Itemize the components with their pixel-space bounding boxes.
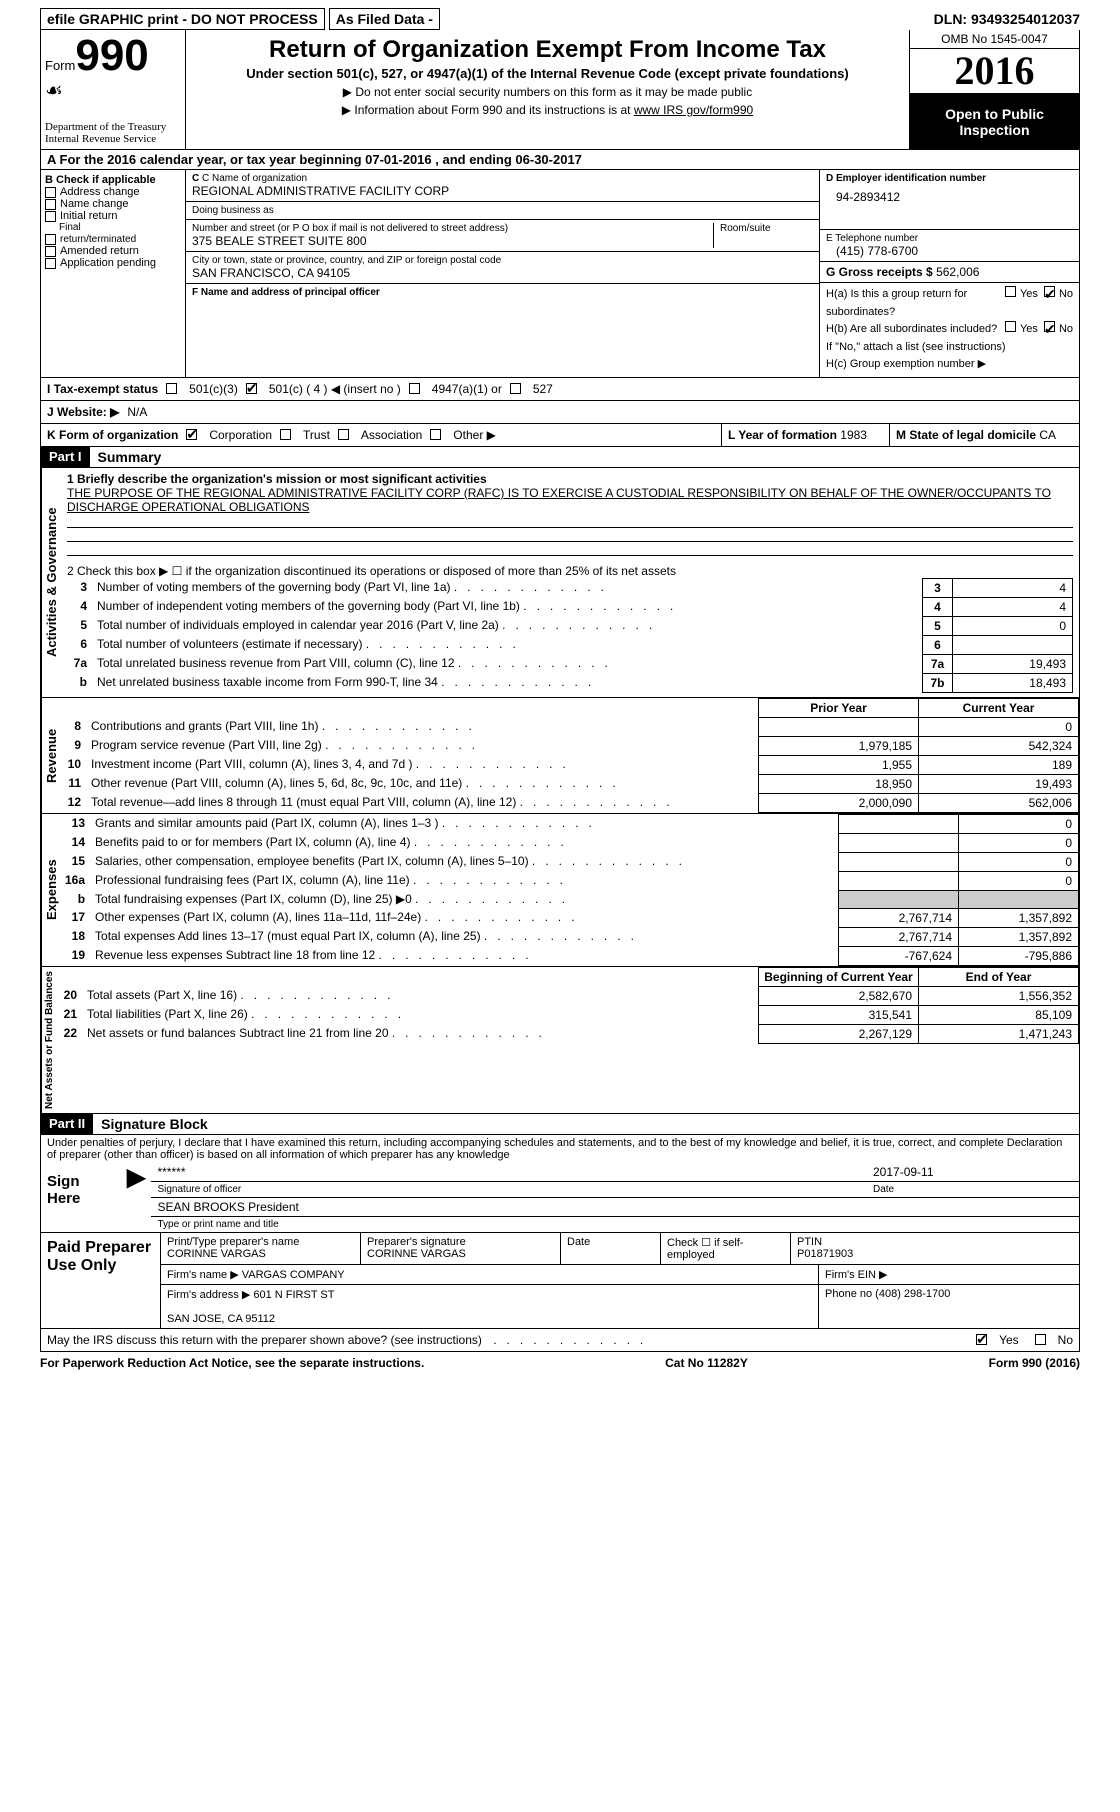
checkbox-initial[interactable] (45, 211, 56, 222)
discuss-yes[interactable] (976, 1334, 987, 1345)
box-c: C C Name of organization REGIONAL ADMINI… (186, 170, 819, 377)
irs-link[interactable]: www IRS gov/form990 (634, 103, 753, 117)
part1-na: Net Assets or Fund Balances Beginning of… (40, 967, 1080, 1114)
discuss-no[interactable] (1035, 1334, 1046, 1345)
table-rev: Prior YearCurrent Year8Contributions and… (61, 698, 1079, 813)
part1-ag: Activities & Governance 1 Briefly descri… (40, 468, 1080, 698)
phone: (415) 778-6700 (826, 244, 1073, 258)
box-b: B Check if applicable Address change Nam… (41, 170, 186, 377)
form-title: Return of Organization Exempt From Incom… (194, 36, 901, 64)
checkbox-final[interactable] (45, 234, 56, 245)
i-501c3[interactable] (166, 383, 177, 394)
discuss-row: May the IRS discuss this return with the… (40, 1329, 1080, 1352)
hb-yes[interactable] (1005, 321, 1016, 332)
k-corp[interactable] (186, 429, 197, 440)
row-i: I Tax-exempt status 501(c)(3) 501(c) ( 4… (40, 378, 1080, 401)
table-na: Beginning of Current YearEnd of Year20To… (57, 967, 1079, 1044)
header-mid: Return of Organization Exempt From Incom… (186, 30, 909, 149)
i-527[interactable] (510, 383, 521, 394)
header-left: Form990 ☙ Department of the Treasury Int… (41, 30, 186, 149)
checkbox-amended[interactable] (45, 246, 56, 257)
hb-no[interactable] (1044, 321, 1055, 332)
part1-header: Part I Summary (40, 447, 1080, 468)
row-a: A For the 2016 calendar year, or tax yea… (40, 150, 1080, 170)
row-j: J Website: ▶ N/A (40, 401, 1080, 424)
note-1: ▶ Do not enter social security numbers o… (194, 85, 901, 99)
k-trust[interactable] (280, 429, 291, 440)
i-4947[interactable] (409, 383, 420, 394)
header: Form990 ☙ Department of the Treasury Int… (40, 30, 1080, 150)
i-501c[interactable] (246, 383, 257, 394)
row-k: K Form of organization Corporation Trust… (40, 424, 1080, 447)
ha-yes[interactable] (1005, 286, 1016, 297)
dln: DLN: 93493254012037 (934, 11, 1080, 27)
note-2: ▶ Information about Form 990 and its ins… (194, 103, 901, 117)
k-assoc[interactable] (338, 429, 349, 440)
efile-notice: efile GRAPHIC print - DO NOT PROCESS (40, 8, 325, 30)
form-page: efile GRAPHIC print - DO NOT PROCESS As … (0, 0, 1120, 1382)
ha-no[interactable] (1044, 286, 1055, 297)
org-name: REGIONAL ADMINISTRATIVE FACILITY CORP (192, 184, 813, 198)
paid-preparer: Paid Preparer Use Only Print/Type prepar… (41, 1233, 1079, 1328)
k-other[interactable] (430, 429, 441, 440)
table-ag: 3Number of voting members of the governi… (67, 578, 1073, 693)
officer-name: SEAN BROOKS President (151, 1198, 1079, 1217)
arrow-icon: ▶ (121, 1163, 151, 1232)
ein: 94-2893412 (826, 184, 1073, 204)
website: N/A (127, 405, 147, 419)
omb-number: OMB No 1545-0047 (910, 30, 1079, 49)
table-exp: 13Grants and similar amounts paid (Part … (61, 814, 1079, 966)
header-right: OMB No 1545-0047 2016 Open to Public Ins… (909, 30, 1079, 149)
form-subtitle: Under section 501(c), 527, or 4947(a)(1)… (194, 66, 901, 81)
checkbox-pending[interactable] (45, 258, 56, 269)
checkbox-address[interactable] (45, 187, 56, 198)
city: SAN FRANCISCO, CA 94105 (192, 266, 813, 280)
part2-header: Part II Signature Block (40, 1114, 1080, 1135)
checkbox-name[interactable] (45, 199, 56, 210)
part1-exp: Expenses 13Grants and similar amounts pa… (40, 814, 1080, 967)
box-de: D Employer identification number 94-2893… (819, 170, 1079, 377)
as-filed: As Filed Data - (329, 8, 440, 30)
street: 375 BEALE STREET SUITE 800 (192, 234, 713, 248)
section-bcd: B Check if applicable Address change Nam… (40, 170, 1080, 378)
signature-block: Sign Here ▶ ****** 2017-09-11 Signature … (40, 1163, 1080, 1329)
declaration: Under penalties of perjury, I declare th… (40, 1135, 1080, 1163)
part1-rev: Revenue Prior YearCurrent Year8Contribut… (40, 698, 1080, 814)
top-bar: efile GRAPHIC print - DO NOT PROCESS As … (40, 8, 1080, 30)
dept-label: Department of the Treasury Internal Reve… (45, 121, 181, 145)
open-public: Open to Public Inspection (910, 94, 1079, 149)
tax-year: 2016 (910, 49, 1079, 94)
gross-receipts: 562,006 (936, 265, 979, 279)
mission: THE PURPOSE OF THE REGIONAL ADMINISTRATI… (67, 486, 1073, 514)
footer: For Paperwork Reduction Act Notice, see … (40, 1352, 1080, 1374)
